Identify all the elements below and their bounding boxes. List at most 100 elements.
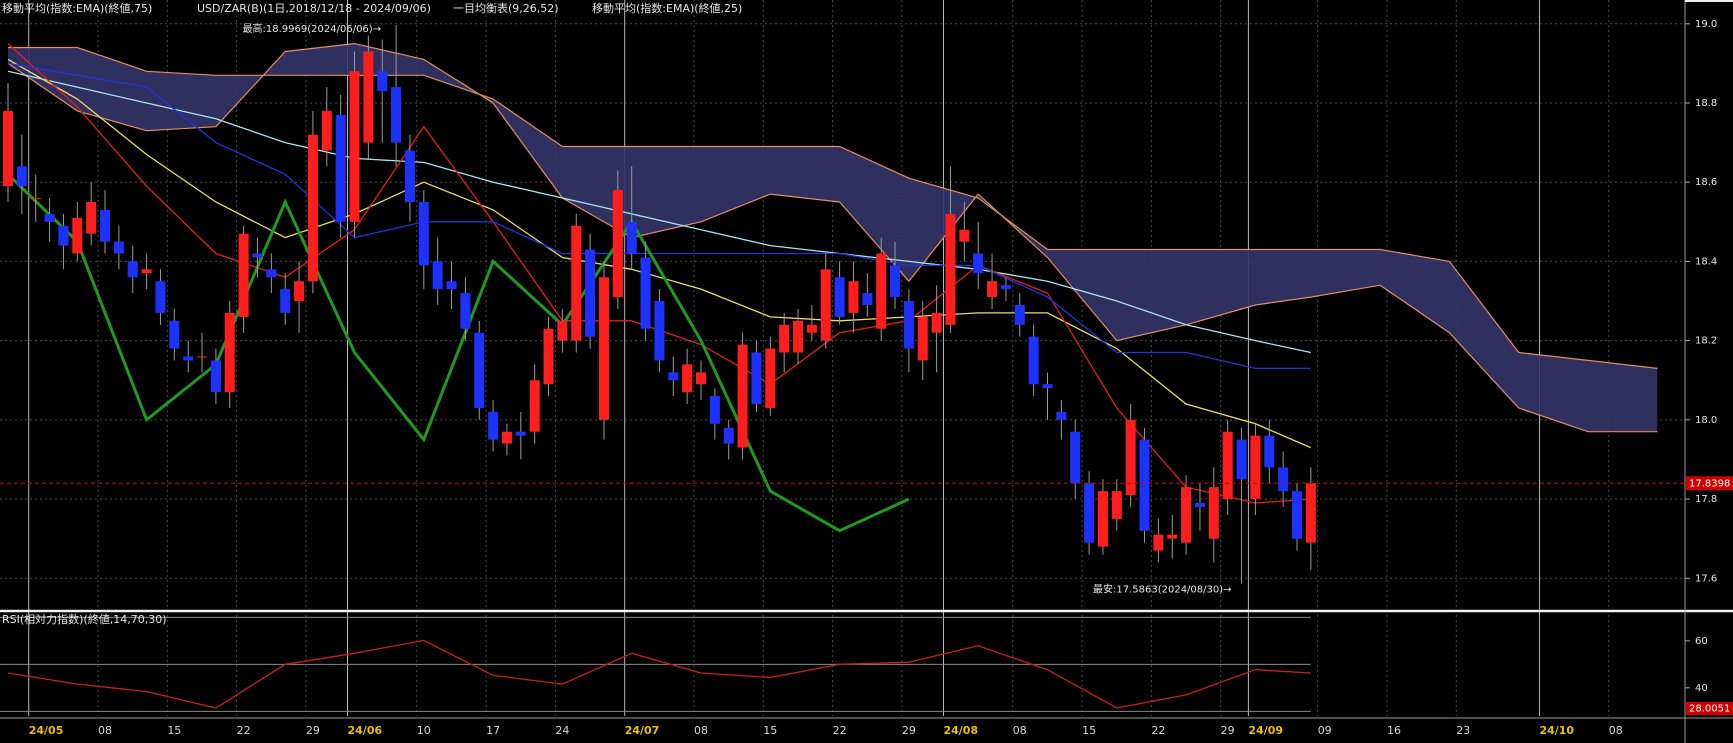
x-tick-label: 24/06 — [348, 724, 383, 737]
candle-body — [820, 269, 831, 341]
y-tick-label: 18.2 — [1695, 336, 1717, 347]
candle-body — [696, 372, 706, 385]
candle-body — [391, 87, 402, 143]
y-tick-label: 40 — [1695, 683, 1708, 694]
candle-body — [1278, 467, 1289, 492]
rsi-min-tag — [1686, 702, 1733, 715]
candle-body — [529, 380, 540, 432]
candle-body — [571, 225, 582, 341]
x-tick-label: 08 — [98, 724, 112, 737]
candle-body — [169, 320, 180, 349]
x-tick-label: 22 — [833, 724, 847, 737]
candle-body — [1264, 435, 1275, 468]
candle-body — [585, 249, 596, 337]
candle-body — [1097, 491, 1108, 547]
x-tick-label: 24/05 — [29, 724, 64, 737]
ema75-label: 移動平均(指数:EMA)(終値,75) — [2, 1, 152, 15]
candle-body — [987, 281, 998, 298]
x-tick-label: 24/09 — [1248, 724, 1283, 737]
candle-body — [973, 253, 984, 274]
candle-body — [58, 225, 69, 246]
candle-body — [1194, 503, 1205, 507]
candle-body — [959, 229, 970, 242]
candle-body — [1056, 411, 1067, 420]
candle-body — [3, 110, 13, 187]
y-tick-label: 18.8 — [1695, 98, 1717, 109]
candle-body — [793, 320, 804, 353]
candle-body — [86, 202, 97, 234]
candle-body — [1000, 285, 1011, 290]
ichimoku-cloud — [8, 43, 1658, 432]
candle-body — [210, 360, 221, 393]
candle-body — [280, 289, 291, 313]
candle-body — [1153, 534, 1164, 551]
last-price-tag — [1686, 476, 1733, 491]
candle-body — [1125, 419, 1136, 496]
x-tick-label: 29 — [1221, 724, 1235, 737]
candle-body — [1111, 491, 1122, 519]
candle-body — [30, 198, 41, 200]
candle-body — [155, 281, 166, 313]
last-price-label: 17.8398 — [1689, 478, 1730, 489]
x-tick-label: 29 — [902, 724, 916, 737]
x-tick-label: 15 — [763, 724, 777, 737]
candle-body — [127, 261, 138, 278]
x-tick-label: 17 — [486, 724, 500, 737]
rsi-min-label: 28.0051 — [1689, 704, 1730, 715]
candle-body — [945, 213, 956, 325]
candle-body — [834, 277, 845, 317]
candle-body — [1028, 336, 1039, 385]
candle-body — [654, 301, 665, 361]
candle-body — [890, 265, 901, 298]
x-tick-label: 08 — [1013, 724, 1027, 737]
candle-body — [266, 269, 277, 278]
candle-body — [197, 356, 208, 358]
x-tick-label: 22 — [1151, 724, 1165, 737]
candle-body — [806, 324, 817, 333]
candle-body — [1250, 435, 1261, 500]
candle-body — [557, 320, 568, 341]
candle-body — [640, 257, 651, 329]
high-annotation: 最高:18.9969(2024/06/06)→ — [243, 22, 382, 35]
indicator-line — [7, 62, 1311, 370]
candle-body — [515, 431, 526, 436]
candle-body — [446, 281, 457, 290]
candle-body — [432, 261, 443, 290]
candle-body — [1014, 304, 1025, 325]
candle-body — [682, 364, 693, 393]
candle-body — [1305, 483, 1316, 543]
candle-body — [238, 233, 249, 317]
candle-body — [723, 427, 734, 444]
candle-body — [1139, 439, 1150, 531]
chart-title: USD/ZAR(B)(1日,2018/12/18 - 2024/09/06) — [197, 2, 431, 15]
indicator-line — [7, 70, 1311, 354]
candle-body — [252, 253, 263, 258]
x-tick-label: 08 — [1609, 724, 1623, 737]
low-annotation: 最安:17.5863(2024/08/30)→ — [1093, 583, 1232, 596]
candle-body — [501, 431, 512, 444]
indicator-line — [6, 173, 910, 533]
x-tick-label: 16 — [1387, 724, 1401, 737]
candle-body — [1222, 431, 1233, 500]
candle-body — [876, 253, 887, 329]
cloud-edge — [8, 46, 1658, 369]
candle-body — [543, 328, 554, 385]
rsi-line — [7, 639, 1311, 709]
candle-body — [363, 51, 374, 143]
candle-body — [1167, 534, 1178, 539]
candle-body — [335, 114, 346, 222]
candle-body — [307, 134, 318, 282]
candle-body — [349, 71, 360, 222]
x-tick-label: 15 — [167, 724, 181, 737]
y-tick-label: 18.4 — [1695, 256, 1717, 267]
candle-body — [1084, 483, 1095, 543]
candle-body — [862, 293, 873, 305]
candle-body — [418, 202, 429, 266]
x-tick-label: 15 — [1082, 724, 1096, 737]
candle-body — [1291, 491, 1302, 539]
rsi-title: RSI(相対力指数)(終値,14,70,30) — [2, 612, 167, 626]
candle-body — [474, 332, 485, 408]
ichimoku-label: 一目均衡表(9,26,52) — [453, 1, 559, 15]
